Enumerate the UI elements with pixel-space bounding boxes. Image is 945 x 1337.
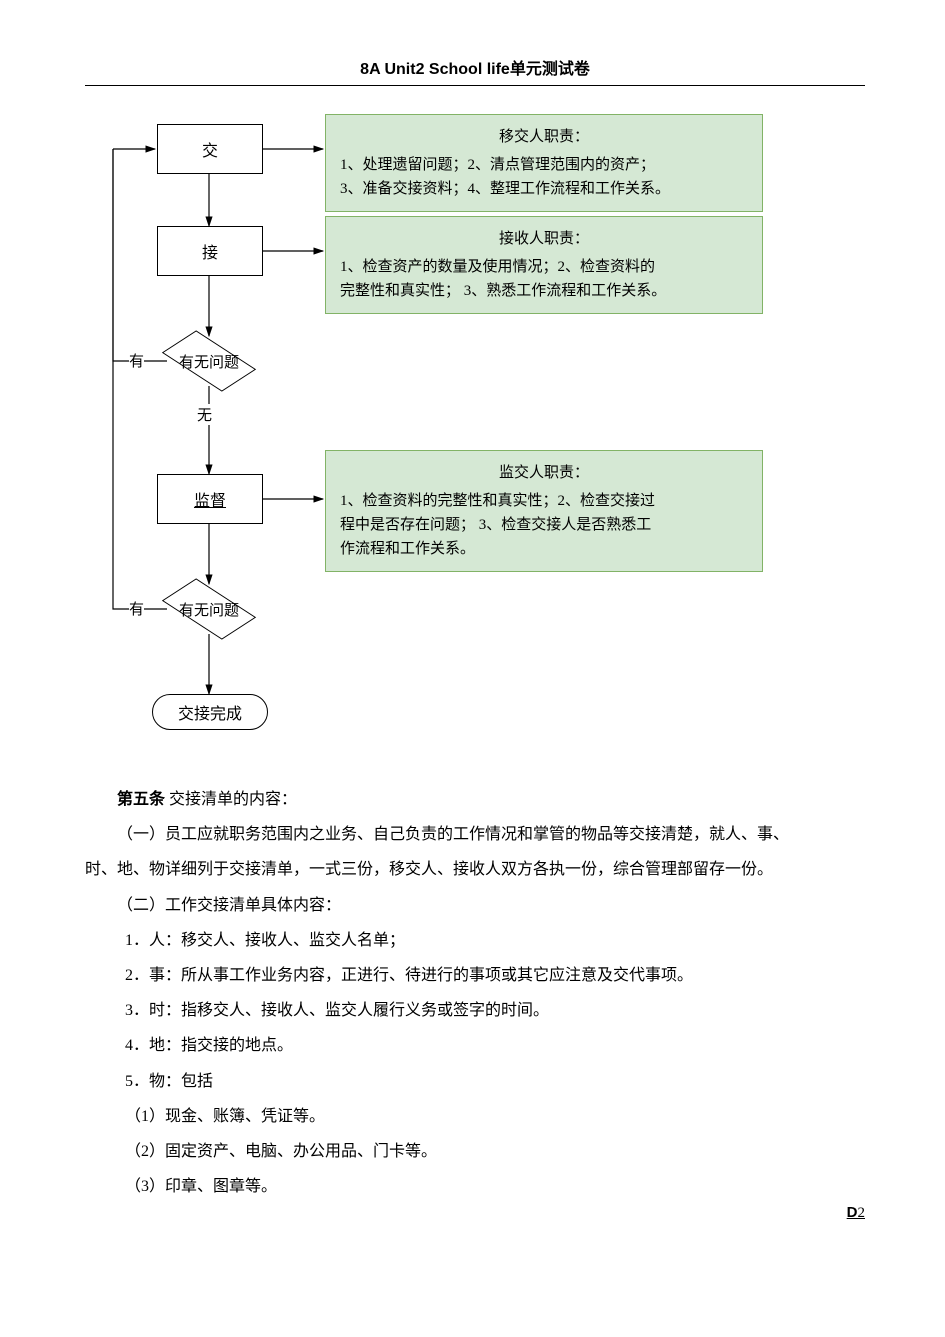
page-number-digit: 2 bbox=[858, 1205, 866, 1221]
decision-issue-1: 有无问题 bbox=[167, 334, 251, 388]
item-3: 3．时：指移交人、接收人、监交人履行义务或签字的时间。 bbox=[85, 993, 865, 1028]
item-5: 5．物：包括 bbox=[85, 1064, 865, 1099]
decision-issue-2: 有无问题 bbox=[167, 582, 251, 636]
label-no-1: 无 bbox=[197, 404, 212, 425]
para-1b: 时、地、物详细列于交接清单，一式三份，移交人、接收人双方各执一份，综合管理部留存… bbox=[85, 852, 865, 887]
flowchart: 交 接 有无问题 监督 有无问题 交接完成 有 无 有 移交人职责： 1、处理遗… bbox=[97, 114, 797, 754]
article-5-title: 交接清单的内容： bbox=[165, 791, 297, 808]
subitem-2: （2）固定资产、电脑、办公用品、门卡等。 bbox=[85, 1134, 865, 1169]
subitem-1: （1）现金、账簿、凭证等。 bbox=[85, 1099, 865, 1134]
item-1: 1．人：移交人、接收人、监交人名单； bbox=[85, 923, 865, 958]
item-4: 4．地：指交接的地点。 bbox=[85, 1028, 865, 1063]
subitem-3: （3）印章、图章等。 bbox=[85, 1169, 865, 1204]
label-yes-2: 有 bbox=[129, 598, 144, 619]
article-5-head: 第五条 交接清单的内容： bbox=[85, 782, 865, 817]
flow-arrows bbox=[97, 114, 797, 754]
article-5-label: 第五条 bbox=[117, 791, 165, 808]
page-number-letter: D bbox=[847, 1204, 858, 1221]
item-2: 2．事：所从事工作业务内容，正进行、待进行的事项或其它应注意及交代事项。 bbox=[85, 958, 865, 993]
para-1a: （一）员工应就职务范围内之业务、自己负责的工作情况和掌管的物品等交接清楚，就人、… bbox=[85, 817, 865, 852]
article-body: 第五条 交接清单的内容： （一）员工应就职务范围内之业务、自己负责的工作情况和掌… bbox=[85, 782, 865, 1204]
label-yes-1: 有 bbox=[129, 350, 144, 371]
page-number: D2 bbox=[847, 1204, 865, 1222]
page-header: 8A Unit2 School life单元测试卷 bbox=[85, 55, 865, 86]
para-2: （二）工作交接清单具体内容： bbox=[85, 888, 865, 923]
